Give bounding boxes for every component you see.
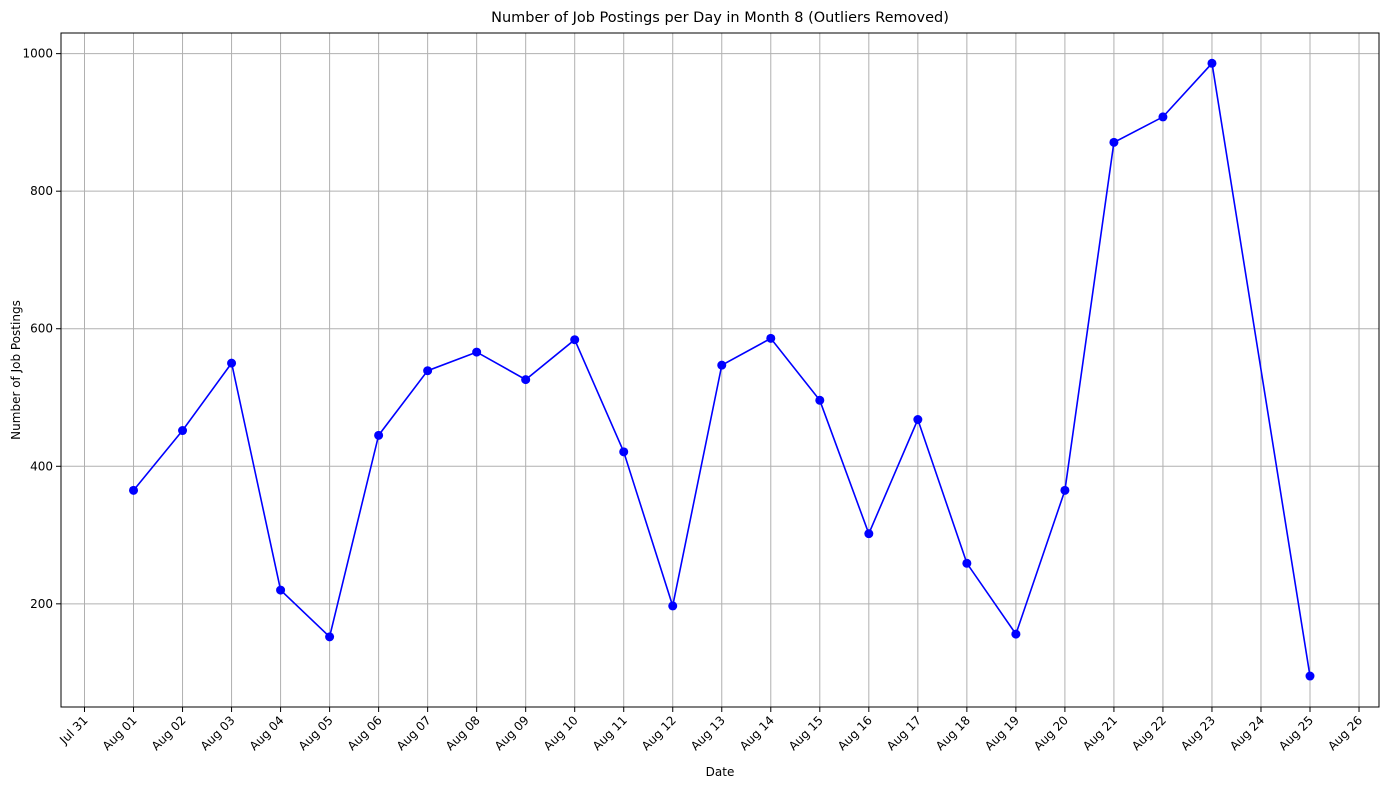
data-points <box>129 58 1315 681</box>
x-tick-label: Aug 26 <box>1325 713 1365 753</box>
x-tick-label: Aug 11 <box>590 713 630 753</box>
x-tick-label: Aug 21 <box>1080 713 1120 753</box>
data-point <box>472 347 482 357</box>
x-axis-label: Date <box>706 765 735 779</box>
y-tick-label: 600 <box>30 322 53 336</box>
data-point <box>325 632 335 642</box>
x-tick-label: Aug 17 <box>884 713 924 753</box>
x-tick-label: Aug 01 <box>100 713 140 753</box>
x-tick-label: Aug 06 <box>345 713 385 753</box>
y-tick-label: 400 <box>30 459 53 473</box>
data-point <box>227 358 237 368</box>
x-tick-label: Jul 31 <box>56 713 90 747</box>
x-tick-label: Aug 02 <box>149 713 189 753</box>
data-point <box>668 601 678 611</box>
data-point <box>178 426 188 436</box>
x-tick-label: Aug 24 <box>1227 713 1267 753</box>
x-tick-label: Aug 08 <box>443 713 483 753</box>
x-axis: Jul 31 Aug 01 Aug 02 Aug 03 Aug 04 Aug 05 Aug … <box>56 707 1365 753</box>
data-point <box>1109 137 1119 147</box>
y-tick-label: 200 <box>30 597 53 611</box>
x-tick-label: Aug 03 <box>198 713 238 753</box>
data-point <box>276 585 286 595</box>
x-tick-label: Aug 20 <box>1031 713 1071 753</box>
x-tick-label: Aug 14 <box>737 713 777 753</box>
chart-title: Number of Job Postings per Day in Month … <box>491 10 949 26</box>
data-point <box>913 415 923 425</box>
data-point <box>864 529 874 539</box>
data-point <box>1060 485 1070 495</box>
x-tick-label: Aug 19 <box>982 713 1022 753</box>
x-tick-label: Aug 16 <box>835 713 875 753</box>
x-tick-label: Aug 22 <box>1129 713 1169 753</box>
y-axis: 200 400 600 800 1000 <box>22 47 61 611</box>
x-tick-label: Aug 23 <box>1178 713 1218 753</box>
data-point <box>423 366 433 376</box>
y-tick-label: 1000 <box>22 47 53 61</box>
data-point <box>570 335 580 345</box>
x-tick-label: Aug 13 <box>688 713 728 753</box>
x-tick-label: Aug 15 <box>786 713 826 753</box>
data-point <box>717 360 727 370</box>
data-point <box>129 485 139 495</box>
data-point <box>1305 671 1315 681</box>
grid <box>61 33 1379 707</box>
plot-frame <box>60 32 1380 708</box>
data-point <box>521 375 531 385</box>
data-point <box>1011 629 1021 639</box>
x-tick-label: Aug 04 <box>247 713 287 753</box>
data-point <box>962 558 972 568</box>
data-point <box>619 447 629 457</box>
data-point <box>1207 58 1217 68</box>
data-point <box>815 395 825 405</box>
x-tick-label: Aug 12 <box>639 713 679 753</box>
data-point <box>766 333 776 343</box>
data-point <box>374 430 384 440</box>
y-axis-label: Number of Job Postings <box>9 300 23 440</box>
x-tick-label: Aug 05 <box>296 713 336 753</box>
x-tick-label: Aug 25 <box>1276 713 1316 753</box>
x-tick-label: Aug 09 <box>492 713 532 753</box>
x-tick-label: Aug 18 <box>933 713 973 753</box>
series-line <box>132 61 1311 677</box>
y-tick-label: 800 <box>30 184 53 198</box>
data-point <box>1158 112 1168 122</box>
x-tick-label: Aug 10 <box>541 713 581 753</box>
x-tick-label: Aug 07 <box>394 713 434 753</box>
